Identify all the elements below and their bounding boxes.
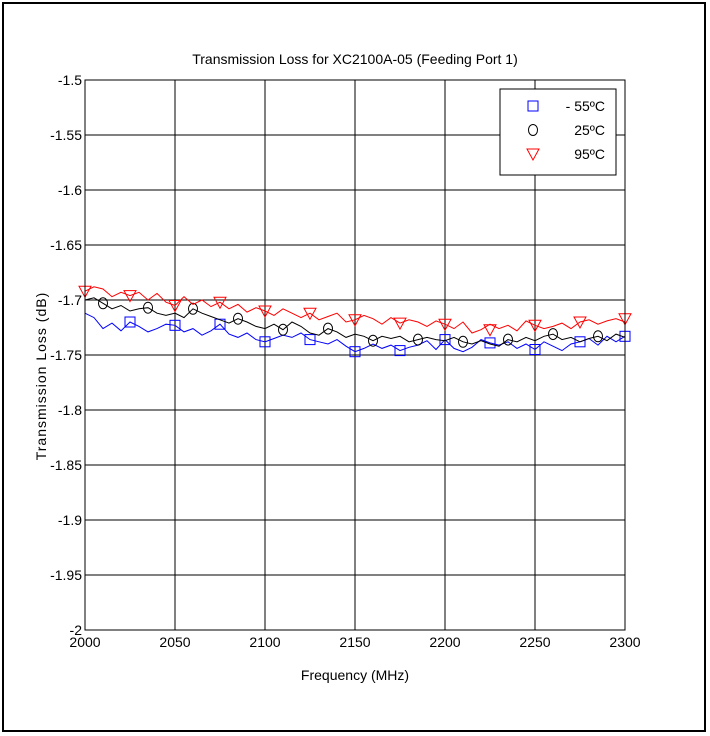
data-point (278, 323, 288, 336)
data-point (528, 319, 542, 333)
data-point (124, 316, 136, 328)
y-axis-label: Transmission Loss (dB) (33, 292, 49, 461)
data-point (394, 345, 406, 357)
legend-label: 25ºC (574, 122, 605, 138)
y-tick-label: -1.9 (58, 512, 82, 528)
series-1 (84, 312, 631, 358)
x-axis: 2000 2050 2100 2150 2200 2250 2300 (69, 634, 640, 650)
data-point (168, 300, 182, 313)
legend-marker (526, 148, 540, 162)
data-point (438, 318, 452, 332)
data-point (323, 322, 333, 335)
data-point (214, 318, 226, 330)
y-tick-label: -1.8 (58, 402, 82, 418)
data-point (303, 307, 317, 321)
y-tick-label: -1.6 (58, 182, 82, 198)
legend-marker (528, 124, 538, 136)
y-tick-label: -2 (70, 622, 83, 638)
x-tick-label: 2250 (519, 634, 550, 650)
data-point (349, 346, 361, 358)
x-tick-label: 2000 (69, 634, 100, 650)
y-tick-label: -1.75 (50, 347, 82, 363)
data-point (483, 324, 497, 337)
data-point (574, 336, 586, 348)
data-point (393, 317, 407, 331)
data-point (233, 312, 243, 325)
data-point (529, 344, 541, 355)
x-tick-label: 2100 (249, 634, 280, 650)
x-tick-label: 2050 (159, 634, 190, 650)
data-point (548, 328, 558, 341)
series-line (84, 286, 626, 334)
data-point (368, 334, 378, 347)
data-point (304, 334, 316, 346)
data-point (143, 301, 153, 314)
data-point (213, 296, 227, 310)
data-point (188, 302, 198, 315)
data-point (413, 333, 423, 346)
data-point (573, 316, 587, 330)
data-point (98, 297, 108, 310)
data-point (169, 319, 181, 331)
chart-title: Transmission Loss for XC2100A-05 (Feedin… (192, 51, 518, 67)
data-point (123, 290, 137, 303)
y-tick-label: -1.85 (50, 457, 82, 473)
y-tick-label: -1.7 (58, 292, 82, 308)
axes-box (84, 79, 626, 631)
y-tick-label: -1.95 (50, 567, 82, 583)
y-tick-label: -1.5 (58, 72, 82, 88)
legend-box (499, 88, 617, 176)
y-tick-label: -1.55 (50, 127, 82, 143)
legend-label: - 55ºC (566, 98, 605, 114)
plot-series (78, 285, 632, 358)
x-axis-label: Frequency (MHz) (301, 667, 409, 683)
data-point (259, 336, 271, 348)
series-2 (84, 297, 626, 348)
series-line (84, 297, 626, 347)
x-tick-label: 2300 (609, 634, 640, 650)
x-tick-label: 2200 (429, 634, 460, 650)
series-line (84, 312, 626, 353)
x-tick-label: 2150 (339, 634, 370, 650)
data-point (348, 314, 362, 327)
series-3 (78, 285, 632, 337)
y-tick-label: -1.65 (50, 237, 82, 253)
legend-marker (527, 100, 539, 112)
legend-label: 95ºC (574, 146, 605, 162)
data-point (258, 305, 272, 319)
legend: - 55ºC 25ºC 95ºC (499, 88, 617, 176)
y-axis: -1.5 -1.55 -1.6 -1.65 -1.7 -1.75 -1.8 -1.85 -1.9… (50, 72, 82, 638)
data-point (458, 335, 468, 348)
data-point (484, 337, 496, 349)
data-point (503, 333, 513, 346)
data-point (593, 330, 603, 343)
